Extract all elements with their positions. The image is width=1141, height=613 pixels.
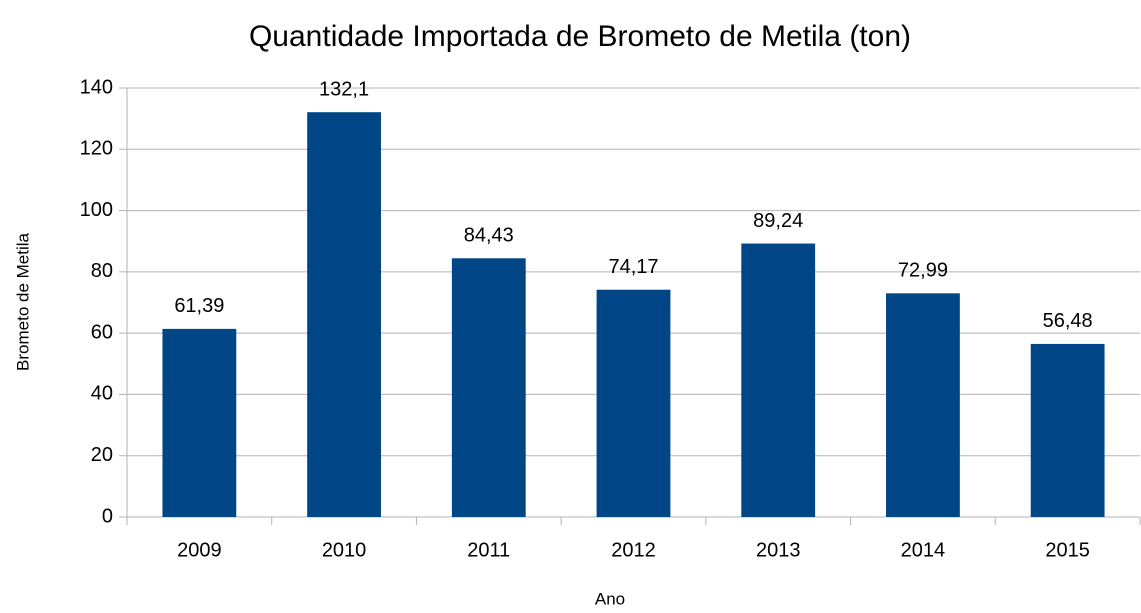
data-label: 72,99 [898, 260, 948, 282]
x-tick-label: 2009 [177, 539, 222, 561]
chart-title: Quantidade Importada de Brometo de Metil… [249, 20, 911, 53]
y-axis-label: Brometo de Metila [13, 232, 32, 370]
bar [162, 328, 237, 517]
y-tick-label: 100 [80, 199, 113, 221]
y-tick-label: 140 [80, 76, 113, 98]
y-tick-label: 40 [91, 383, 113, 405]
y-tick-label: 120 [80, 138, 113, 160]
x-axis-label: Ano [595, 589, 625, 608]
x-tick-label: 2013 [756, 539, 801, 561]
bar [886, 293, 960, 517]
data-label: 56,48 [1043, 310, 1093, 332]
bar [596, 289, 671, 517]
x-tick-label: 2011 [467, 539, 510, 561]
x-tick-label: 2010 [322, 539, 367, 561]
x-tick-label: 2014 [901, 539, 946, 561]
data-label: 84,43 [464, 225, 514, 247]
data-label: 132,1 [319, 78, 369, 100]
y-tick-label: 0 [102, 505, 113, 527]
y-tick-label: 20 [91, 444, 113, 466]
bar [1030, 343, 1105, 517]
x-tick-label: 2012 [611, 539, 656, 561]
data-label: 74,17 [608, 256, 658, 278]
bar [451, 258, 526, 517]
x-tick-label: 2015 [1045, 539, 1090, 561]
y-tick-label: 80 [91, 260, 113, 282]
data-label: 61,39 [174, 295, 224, 317]
bar [741, 243, 816, 517]
bar [307, 112, 381, 517]
y-tick-label: 60 [91, 321, 113, 343]
data-label: 89,24 [753, 210, 803, 232]
